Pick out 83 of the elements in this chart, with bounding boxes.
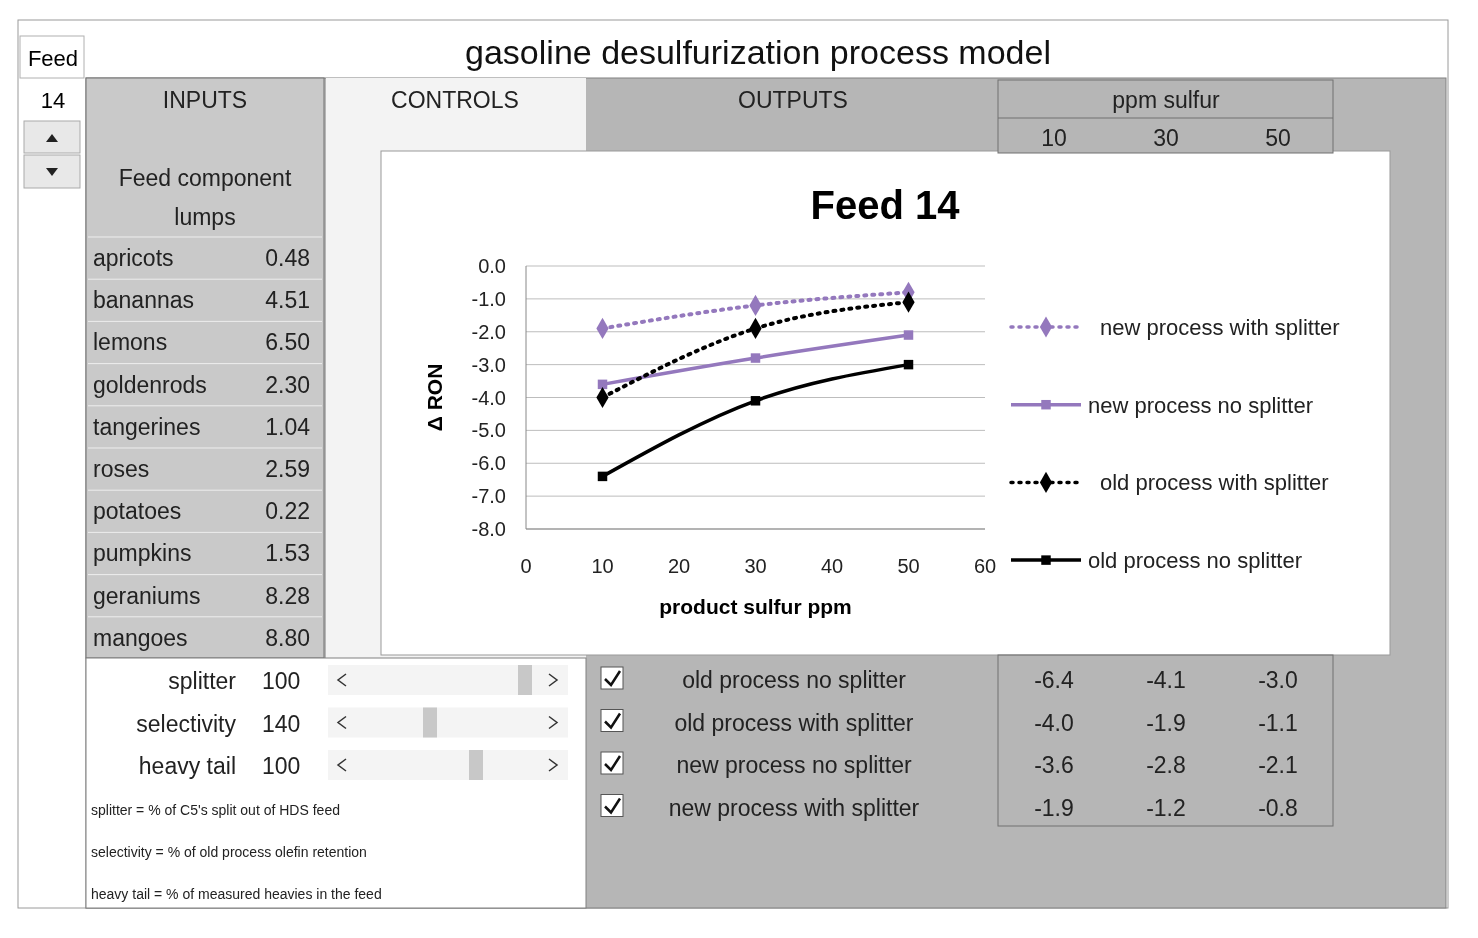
text: 4.51 [265, 287, 310, 314]
data-label: 100 [262, 668, 301, 694]
data-label: -4.1 [1146, 667, 1186, 693]
text: 2.30 [265, 371, 310, 398]
category-label: mangoes [93, 624, 188, 651]
data-label: -0.8 [1258, 794, 1298, 821]
text: 1.53 [265, 540, 310, 567]
category-label: selectivity [136, 710, 237, 737]
text: 2.59 [265, 456, 310, 482]
x-tick-label: 40 [820, 555, 844, 577]
x-tick-label: 10 [591, 555, 614, 577]
x-tick-label: 50 [897, 555, 920, 577]
y-tick-label: -6.0 [471, 452, 506, 475]
legend-label: new process no splitter [676, 752, 912, 778]
y-tick-label: -4.0 [471, 386, 506, 409]
legend-label: new process no splitter [1088, 392, 1313, 418]
legend-label: new process with splitter [1100, 315, 1340, 340]
category-label: banannas [93, 287, 195, 314]
data-label: -1.9 [1034, 794, 1074, 821]
data-label: -2.8 [1146, 752, 1186, 778]
point [903, 359, 914, 370]
category-label: 50 [1265, 125, 1291, 151]
x-axis-title: product sulfur ppm [659, 595, 852, 618]
legend-label: old process with splitter [1100, 470, 1329, 496]
category-label: pumpkins [93, 540, 192, 567]
y-axis-title: Δ RON [423, 363, 446, 432]
data-label: -2.1 [1258, 752, 1298, 778]
data-label: -6.4 [1034, 667, 1075, 693]
data-label: 140 [262, 710, 301, 737]
text: old process no splitter [682, 667, 907, 693]
y-tick-label: -5.0 [471, 419, 506, 442]
x-tick-label: 20 [667, 555, 691, 577]
x-tick-label: 0 [520, 555, 532, 577]
x-tick-label: 30 [744, 555, 767, 577]
point [597, 471, 608, 482]
text: 1.04 [265, 413, 310, 440]
data-label: -4.0 [1034, 709, 1074, 736]
data-label: -1.1 [1258, 709, 1298, 736]
text: 14 [40, 88, 66, 113]
legend-label: old process no splitter [1088, 548, 1302, 574]
category-label: tangerines [93, 413, 201, 440]
category-label: potatoes [93, 498, 182, 525]
y-tick-label: -1.0 [471, 287, 506, 310]
text: 8.28 [265, 582, 310, 609]
category-label: geraniums [93, 582, 201, 609]
data-label: -3.0 [1258, 667, 1298, 693]
text: heavy tail = % of measured heavies in the feed [91, 886, 382, 902]
category-label: goldenrods [93, 371, 207, 398]
data-label: 100 [262, 753, 301, 779]
text: ppm sulfur [1112, 87, 1221, 113]
text: 0.48 [265, 245, 310, 271]
text: selectivity = % of old process olefin retention [91, 844, 367, 860]
data-label: -1.9 [1146, 709, 1186, 736]
data-label: -3.6 [1034, 752, 1074, 778]
y-tick-label: -7.0 [471, 485, 506, 508]
text: Feed [27, 46, 79, 71]
point [750, 353, 761, 363]
text: INPUTS [162, 87, 248, 113]
y-tick-label: -8.0 [471, 518, 506, 540]
text: 6.50 [265, 329, 310, 356]
legend-label: new process with splitter [668, 794, 920, 821]
category-label: 10 [1041, 125, 1067, 151]
y-tick-label: -2.0 [471, 320, 506, 343]
text: CONTROLS [391, 87, 519, 113]
y-tick-label: -3.0 [471, 353, 506, 376]
category-label: lemons [93, 329, 168, 356]
text: 0.22 [265, 498, 310, 525]
category-label: roses [93, 456, 150, 482]
category-label: heavy tail [138, 753, 236, 779]
category-label: 30 [1153, 125, 1179, 151]
chart-title: Feed 14 [810, 183, 961, 227]
text: 8.80 [265, 624, 310, 651]
legend-label: old process with splitter [674, 709, 914, 736]
category-label: splitter [168, 668, 237, 694]
text: OUTPUTS [738, 87, 848, 113]
data-label: -1.2 [1146, 794, 1186, 821]
text: gasoline desulfurization process model [465, 33, 1051, 71]
y-tick-label: 0.0 [478, 255, 506, 277]
point [750, 396, 761, 406]
category-label: apricots [93, 245, 174, 271]
point [903, 330, 914, 340]
x-tick-label: 60 [973, 555, 997, 577]
text: splitter = % of C5's split out of HDS feed [91, 802, 340, 818]
